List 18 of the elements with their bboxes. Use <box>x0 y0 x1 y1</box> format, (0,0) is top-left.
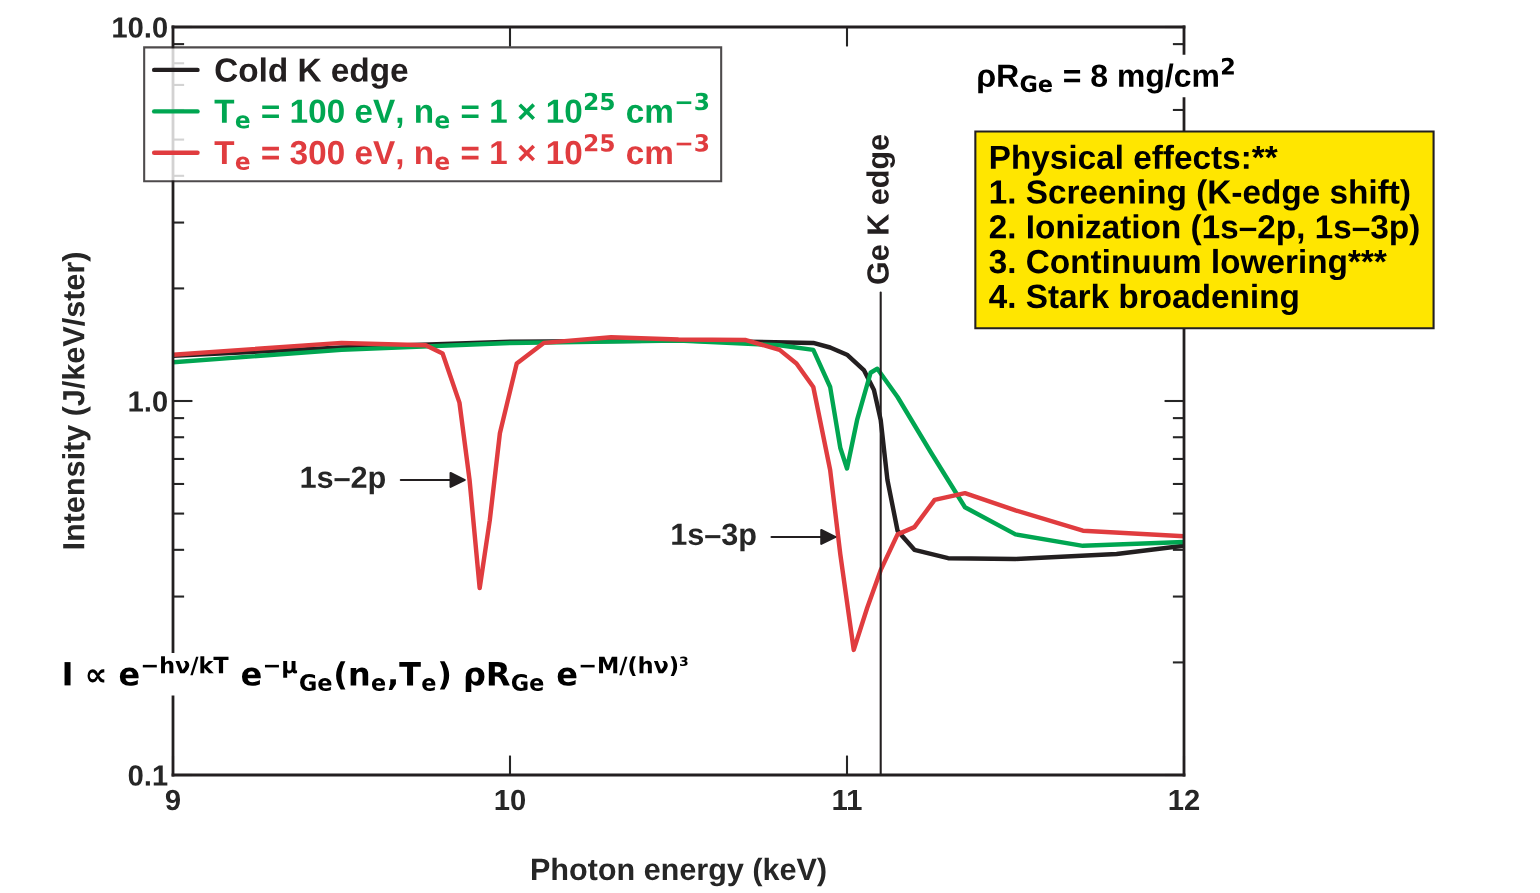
legend-label: Cold K edge <box>215 57 408 89</box>
y-tick-label: 0.1 <box>128 765 168 786</box>
x-tick-label: 11 <box>833 789 862 811</box>
annotation: 1s–2p <box>301 466 385 495</box>
legend-label: T$_{e}$ = 300 eV, n$_{e}$ = 1 × 10$^{25}$ cm$^{−3}$ <box>214 134 709 170</box>
y-axis-title: Intensity (J/keV/ster) <box>62 253 91 549</box>
annotation: Physical effects:** 1. Screening (K-edge shift) 2. Ionization (1s–2p, 1s–3p) 3. Continuum lowering*** 4. Stark broadening <box>989 144 1419 315</box>
annotation: ρR$_{Ge}$ = 8 mg/cm$^{2}$ <box>978 57 1234 94</box>
x-axis-title: Photon energy (keV) <box>532 857 826 887</box>
x-tick-label: 9 <box>165 789 181 811</box>
annotation: 1s–3p <box>672 523 756 552</box>
legend-label: T$_{e}$ = 100 eV, n$_{e}$ = 1 × 10$^{25}$ cm$^{−3}$ <box>214 92 709 129</box>
y-tick-label: 10.0 <box>113 17 167 38</box>
x-tick-label: 10 <box>495 789 526 811</box>
y-tick-label: 1.0 <box>129 391 167 412</box>
ref-line-label: Ge K edge <box>866 134 896 284</box>
text: I ∝ e$^{−hν/kT}$ e$^{−μ}$$_{Ge}$(n$_{e}$,T$_{e}$) ρR$_{Ge}$ e$^{−M/(hν)³}$ <box>64 656 688 693</box>
x-tick-label: 12 <box>1169 789 1200 811</box>
